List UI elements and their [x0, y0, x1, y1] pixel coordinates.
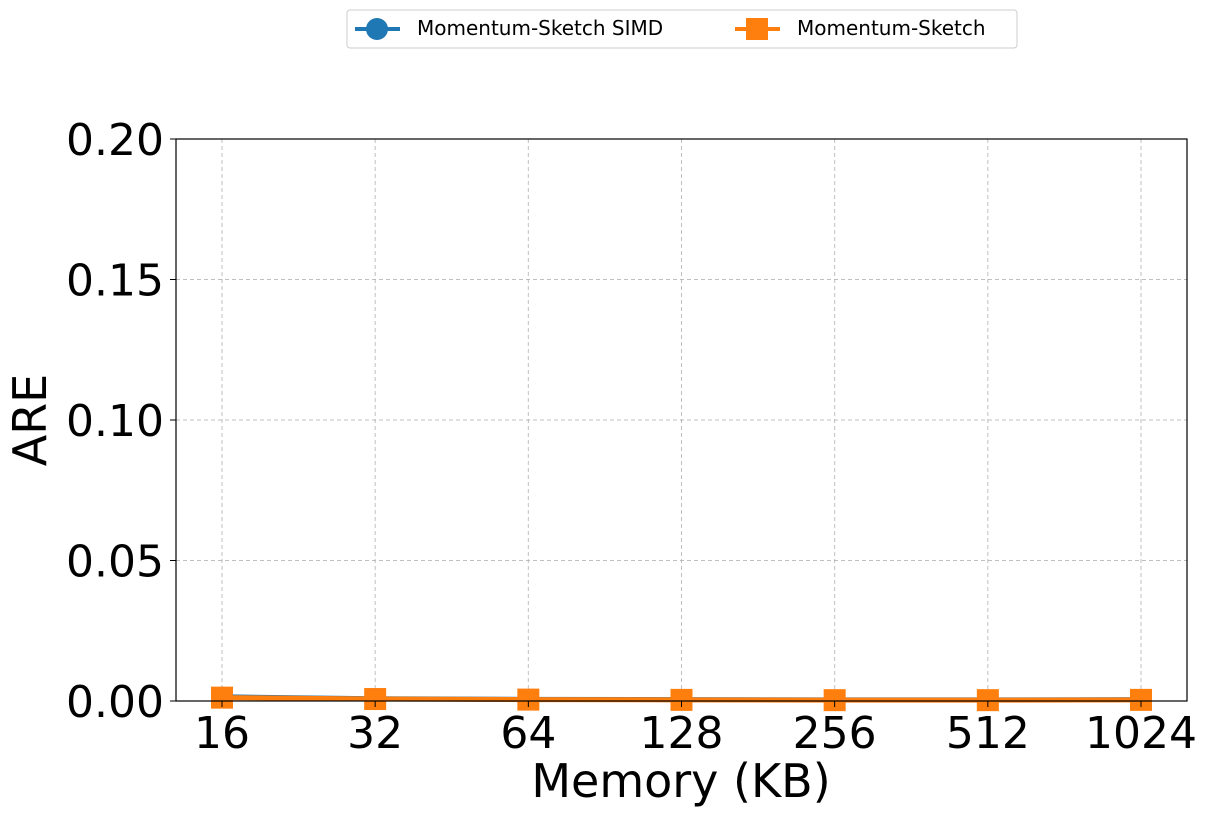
- y-tick-label: 0.05: [66, 537, 164, 588]
- legend-label-simd: Momentum-Sketch SIMD: [417, 16, 663, 40]
- legend-entry-sketch: Momentum-Sketch: [735, 16, 986, 40]
- x-tick-labels: 16 32 64 128 256 512 1024: [194, 701, 1197, 759]
- x-tick-label: 128: [640, 708, 724, 759]
- x-tick-label: 256: [793, 708, 877, 759]
- data-point: [670, 688, 693, 711]
- x-tick-label: 512: [946, 708, 1030, 759]
- data-point: [517, 688, 540, 711]
- y-axis-title: ARE: [3, 374, 57, 467]
- series-sketch: [211, 686, 1152, 712]
- legend-label-sketch: Momentum-Sketch: [797, 16, 986, 40]
- legend-marker-sketch: [746, 18, 768, 40]
- data-point: [364, 688, 387, 711]
- data-point: [1130, 688, 1152, 711]
- x-tick-label: 32: [347, 708, 403, 759]
- legend-frame: [346, 9, 1018, 49]
- y-tick-label: 0.10: [66, 396, 164, 447]
- x-tick-label: 1024: [1085, 708, 1197, 759]
- x-tick-label: 64: [500, 708, 556, 759]
- grid: [176, 139, 1187, 701]
- y-tick-label: 0.15: [66, 256, 164, 307]
- series-layer: [211, 686, 1152, 712]
- legend-marker-simd: [366, 18, 388, 40]
- y-tick-labels: 0.00 0.05 0.10 0.15 0.20: [66, 115, 176, 728]
- data-point: [976, 689, 999, 712]
- data-point: [211, 686, 233, 709]
- data-point: [823, 689, 846, 712]
- legend: Momentum-Sketch SIMD Momentum-Sketch: [346, 9, 1018, 49]
- x-tick-label: 16: [194, 708, 250, 759]
- legend-entry-simd: Momentum-Sketch SIMD: [355, 16, 663, 40]
- y-tick-label: 0.00: [66, 677, 164, 728]
- y-tick-label: 0.20: [66, 115, 164, 166]
- x-axis-title: Memory (KB): [531, 754, 830, 808]
